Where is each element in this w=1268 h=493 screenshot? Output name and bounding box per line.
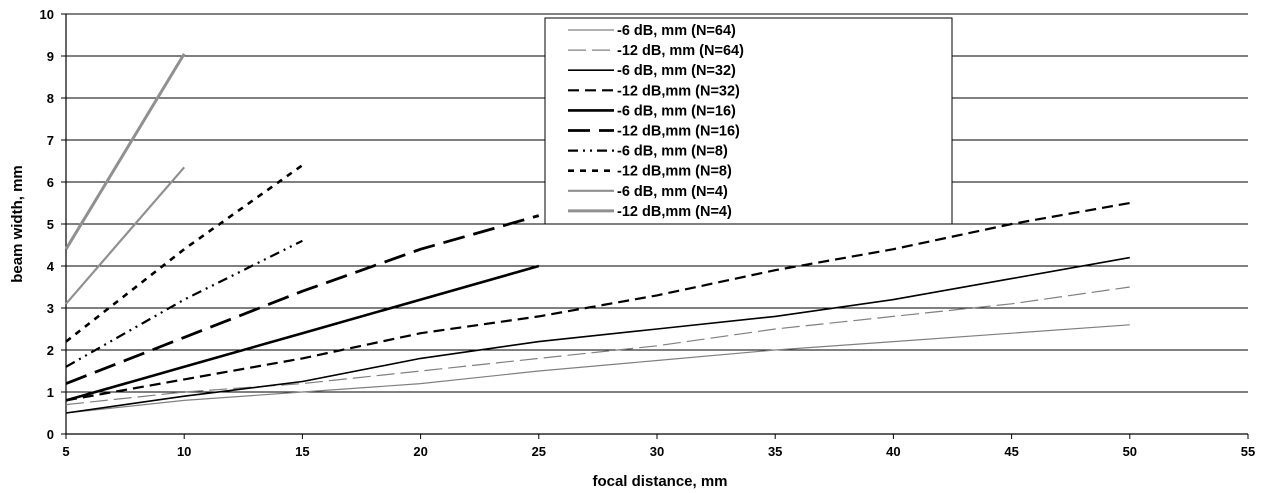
x-tick-label: 25 — [532, 444, 546, 459]
y-tick-label: 2 — [47, 343, 54, 358]
series-line-1 — [65, 286, 1130, 406]
legend-label-3: -12 dB,mm (N=32) — [617, 83, 740, 99]
y-tick-labels: 0 1 2 3 4 5 6 7 8 9 10 — [40, 7, 66, 442]
x-tick-label: 30 — [650, 444, 664, 459]
x-tick-label: 50 — [1123, 444, 1137, 459]
y-tick-label: 3 — [47, 301, 54, 316]
legend-label-9: -12 dB,mm (N=4) — [617, 204, 732, 220]
legend-label-8: -6 dB, mm (N=4) — [617, 184, 728, 200]
x-tick-label: 55 — [1241, 444, 1255, 459]
y-tick-label: 6 — [47, 175, 54, 190]
series-line-5 — [65, 214, 540, 385]
x-tick-labels: 5 10 15 20 25 30 35 40 45 50 55 — [62, 434, 1255, 459]
series-line-0 — [65, 324, 1130, 414]
y-tick-label: 7 — [47, 133, 54, 148]
x-tick-label: 45 — [1004, 444, 1018, 459]
x-tick-label: 20 — [413, 444, 427, 459]
series-line-7 — [65, 164, 304, 343]
series-line-6 — [65, 239, 303, 368]
legend-label-4: -6 dB, mm (N=16) — [617, 103, 736, 119]
legend-label-7: -12 dB,mm (N=8) — [617, 164, 732, 180]
x-tick-label: 15 — [295, 444, 309, 459]
series-line-4 — [65, 264, 540, 402]
y-tick-label: 10 — [40, 7, 54, 22]
y-tick-label: 4 — [47, 259, 55, 274]
y-tick-label: 9 — [47, 49, 54, 64]
y-tick-label: 8 — [47, 91, 54, 106]
x-tick-label: 5 — [62, 444, 69, 459]
series-line-9 — [64, 53, 186, 250]
x-tick-label: 40 — [886, 444, 900, 459]
data-series — [64, 53, 1130, 414]
series-line-8 — [65, 166, 186, 305]
legend-label-2: -6 dB, mm (N=32) — [617, 63, 736, 79]
y-tick-label: 1 — [47, 385, 54, 400]
y-tick-label: 0 — [47, 427, 54, 442]
legend-box — [544, 17, 953, 225]
x-axis-title: focal distance, mm — [592, 473, 727, 490]
y-tick-label: 5 — [47, 217, 54, 232]
x-tick-label: 10 — [177, 444, 191, 459]
legend-label-0: -6 dB, mm (N=64) — [617, 23, 736, 39]
series-line-2 — [65, 256, 1130, 414]
legend-label-1: -12 dB, mm (N=64) — [617, 43, 744, 59]
legend-label-6: -6 dB, mm (N=8) — [617, 144, 728, 160]
y-axis-title: beam width, mm — [9, 165, 26, 283]
legend: -6 dB, mm (N=64) -12 dB, mm (N=64) -6 dB, … — [544, 17, 953, 225]
x-tick-label: 35 — [768, 444, 782, 459]
series-line-3 — [65, 201, 1130, 402]
legend-label-5: -12 dB,mm (N=16) — [617, 124, 740, 140]
